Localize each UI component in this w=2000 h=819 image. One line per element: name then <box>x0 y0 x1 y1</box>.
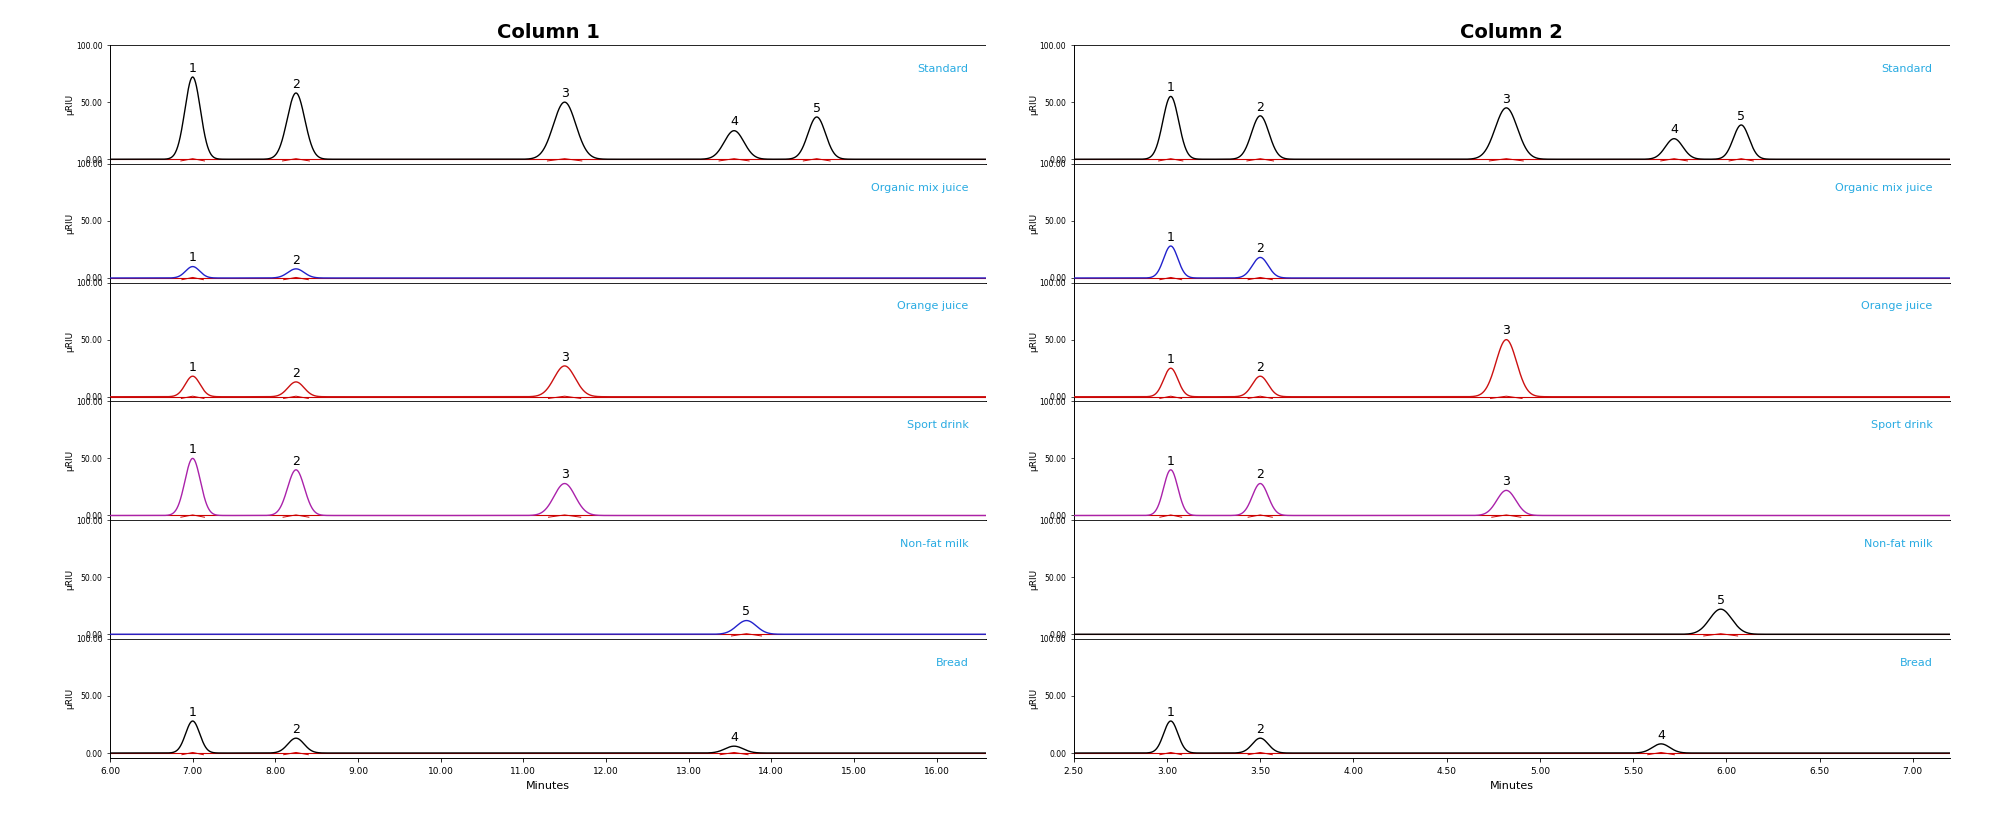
Y-axis label: μRIU: μRIU <box>1030 332 1038 352</box>
Text: Non-fat milk: Non-fat milk <box>900 539 968 549</box>
Text: Sport drink: Sport drink <box>1870 420 1932 430</box>
Text: 1: 1 <box>1166 353 1174 366</box>
Text: 3: 3 <box>560 468 568 482</box>
Text: Organic mix juice: Organic mix juice <box>872 183 968 192</box>
Text: 1: 1 <box>188 61 196 75</box>
Y-axis label: μRIU: μRIU <box>1030 94 1038 115</box>
Text: Orange juice: Orange juice <box>898 301 968 311</box>
Y-axis label: μRIU: μRIU <box>66 569 74 590</box>
Text: 4: 4 <box>730 731 738 744</box>
Y-axis label: μRIU: μRIU <box>1030 213 1038 233</box>
Text: 2: 2 <box>1256 723 1264 736</box>
Text: 2: 2 <box>292 723 300 736</box>
Text: 5: 5 <box>812 102 820 115</box>
Text: 2: 2 <box>1256 101 1264 114</box>
Text: 1: 1 <box>1166 455 1174 468</box>
Text: 1: 1 <box>188 251 196 265</box>
Text: 2: 2 <box>292 367 300 380</box>
Text: 1: 1 <box>1166 231 1174 244</box>
Text: 4: 4 <box>1658 729 1664 741</box>
Text: 2: 2 <box>292 455 300 468</box>
Text: Non-fat milk: Non-fat milk <box>1864 539 1932 549</box>
Title: Column 1: Column 1 <box>496 23 600 42</box>
Text: Standard: Standard <box>918 64 968 74</box>
Text: Sport drink: Sport drink <box>906 420 968 430</box>
Text: Orange juice: Orange juice <box>1862 301 1932 311</box>
Text: 1: 1 <box>1166 81 1174 94</box>
Text: 3: 3 <box>1502 324 1510 337</box>
Y-axis label: μRIU: μRIU <box>66 688 74 708</box>
Text: 1: 1 <box>188 361 196 374</box>
Y-axis label: μRIU: μRIU <box>66 213 74 233</box>
Text: 3: 3 <box>560 351 568 364</box>
Text: 4: 4 <box>1670 124 1678 137</box>
Y-axis label: μRIU: μRIU <box>66 94 74 115</box>
Text: Bread: Bread <box>936 658 968 667</box>
Text: 1: 1 <box>188 706 196 719</box>
Y-axis label: μRIU: μRIU <box>1030 569 1038 590</box>
Title: Column 2: Column 2 <box>1460 23 1564 42</box>
Text: 3: 3 <box>560 87 568 100</box>
X-axis label: Minutes: Minutes <box>526 781 570 791</box>
Text: 3: 3 <box>1502 475 1510 488</box>
Text: Standard: Standard <box>1882 64 1932 74</box>
Text: 5: 5 <box>1738 110 1746 123</box>
Text: 2: 2 <box>1256 361 1264 374</box>
Y-axis label: μRIU: μRIU <box>1030 450 1038 471</box>
Y-axis label: μRIU: μRIU <box>66 332 74 352</box>
Text: Organic mix juice: Organic mix juice <box>1834 183 1932 192</box>
Text: 2: 2 <box>292 78 300 91</box>
X-axis label: Minutes: Minutes <box>1490 781 1534 791</box>
Y-axis label: μRIU: μRIU <box>1030 688 1038 708</box>
Text: 1: 1 <box>188 443 196 456</box>
Text: 5: 5 <box>742 605 750 618</box>
Text: 2: 2 <box>1256 242 1264 256</box>
Text: 2: 2 <box>1256 468 1264 482</box>
Text: 3: 3 <box>1502 93 1510 106</box>
Text: 1: 1 <box>1166 706 1174 719</box>
Y-axis label: μRIU: μRIU <box>66 450 74 471</box>
Text: 5: 5 <box>1716 594 1724 607</box>
Text: 4: 4 <box>730 115 738 129</box>
Text: 2: 2 <box>292 254 300 266</box>
Text: Bread: Bread <box>1900 658 1932 667</box>
